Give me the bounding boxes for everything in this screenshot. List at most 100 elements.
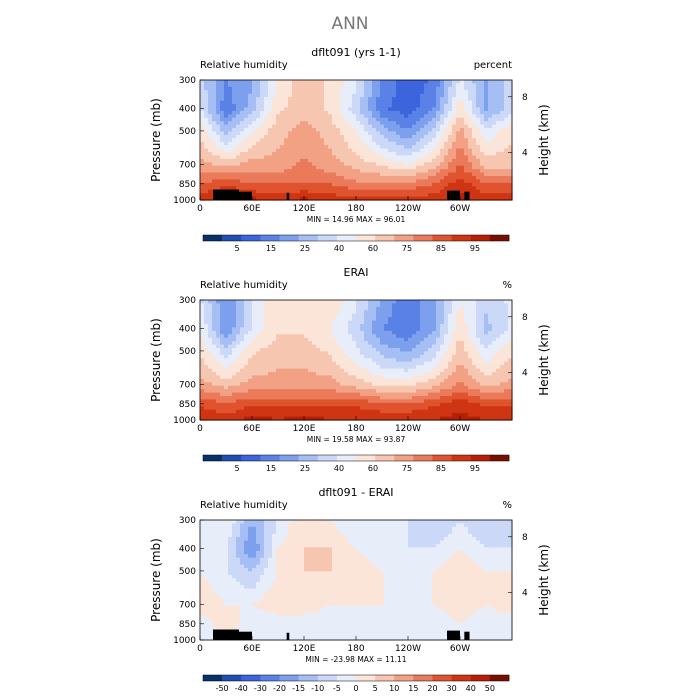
field-cell	[260, 172, 265, 177]
field-cell	[500, 80, 505, 85]
field-cell	[376, 303, 381, 308]
field-cell	[272, 341, 277, 346]
field-cell	[416, 310, 421, 315]
field-cell	[460, 385, 465, 390]
field-cell	[248, 300, 253, 305]
field-cell	[436, 100, 441, 105]
field-cell	[216, 389, 221, 394]
field-cell	[452, 351, 457, 356]
field-cell	[424, 165, 429, 170]
field-cell	[248, 145, 253, 150]
field-cell	[408, 365, 413, 370]
field-cell	[228, 110, 233, 115]
field-cell	[212, 392, 217, 397]
field-cell	[328, 121, 333, 126]
field-cell	[500, 341, 505, 346]
field-cell	[360, 341, 365, 346]
field-cell	[200, 152, 205, 157]
field-cell	[348, 368, 353, 373]
field-cell	[504, 165, 509, 170]
field-cell	[404, 389, 409, 394]
field-cell	[344, 182, 349, 187]
field-cell	[476, 310, 481, 315]
field-cell	[272, 365, 277, 370]
field-cell	[292, 313, 297, 318]
field-cell	[496, 114, 501, 119]
field-cell	[468, 358, 473, 363]
field-cell	[308, 392, 313, 397]
field-cell	[432, 327, 437, 332]
field-cell	[436, 117, 441, 122]
field-cell	[496, 378, 501, 383]
field-cell	[236, 145, 241, 150]
field-cell	[272, 385, 277, 390]
field-cell	[408, 186, 413, 191]
field-cell	[332, 179, 337, 184]
field-cell	[268, 176, 273, 181]
field-cell	[212, 313, 217, 318]
field-cell	[356, 104, 361, 109]
field-cell	[408, 324, 413, 329]
field-cell	[352, 341, 357, 346]
field-cell	[476, 344, 481, 349]
field-cell	[348, 179, 353, 184]
field-cell	[376, 389, 381, 394]
field-cell	[368, 90, 373, 95]
field-cell	[228, 368, 233, 373]
field-cell	[452, 131, 457, 136]
field-cell	[300, 351, 305, 356]
field-cell	[500, 320, 505, 325]
field-cell	[276, 182, 281, 187]
field-cell	[372, 162, 377, 167]
field-cell	[248, 389, 253, 394]
field-cell	[204, 334, 209, 339]
field-cell	[452, 110, 457, 115]
field-cell	[408, 148, 413, 153]
field-cell	[296, 145, 301, 150]
field-cell	[452, 306, 457, 311]
field-cell	[244, 396, 249, 401]
field-cell	[252, 124, 257, 129]
field-cell	[488, 90, 493, 95]
field-cell	[344, 110, 349, 115]
field-cell	[248, 358, 253, 363]
field-cell	[436, 83, 441, 88]
field-cell	[268, 317, 273, 322]
field-cell	[368, 182, 373, 187]
field-cell	[300, 176, 305, 181]
field-cell	[456, 100, 461, 105]
field-cell	[316, 182, 321, 187]
field-cell	[420, 365, 425, 370]
field-cell	[292, 317, 297, 322]
field-cell	[252, 351, 257, 356]
field-cell	[432, 320, 437, 325]
field-cell	[456, 182, 461, 187]
field-cell	[476, 117, 481, 122]
field-cell	[416, 110, 421, 115]
field-cell	[316, 348, 321, 353]
field-cell	[236, 117, 241, 122]
field-cell	[256, 306, 261, 311]
field-cell	[480, 358, 485, 363]
field-cell	[280, 348, 285, 353]
field-cell	[424, 128, 429, 133]
field-cell	[392, 100, 397, 105]
field-cell	[432, 141, 437, 146]
field-cell	[232, 361, 237, 366]
field-cell	[396, 169, 401, 174]
field-cell	[324, 100, 329, 105]
field-cell	[284, 145, 289, 150]
field-cell	[384, 162, 389, 167]
field-cell	[496, 303, 501, 308]
field-cell	[252, 186, 257, 191]
field-cell	[316, 351, 321, 356]
field-cell	[348, 141, 353, 146]
field-cell	[372, 124, 377, 129]
field-cell	[296, 172, 301, 177]
field-cell	[376, 124, 381, 129]
field-cell	[244, 162, 249, 167]
field-cell	[300, 172, 305, 177]
field-cell	[316, 124, 321, 129]
field-cell	[504, 392, 509, 397]
field-cell	[204, 313, 209, 318]
